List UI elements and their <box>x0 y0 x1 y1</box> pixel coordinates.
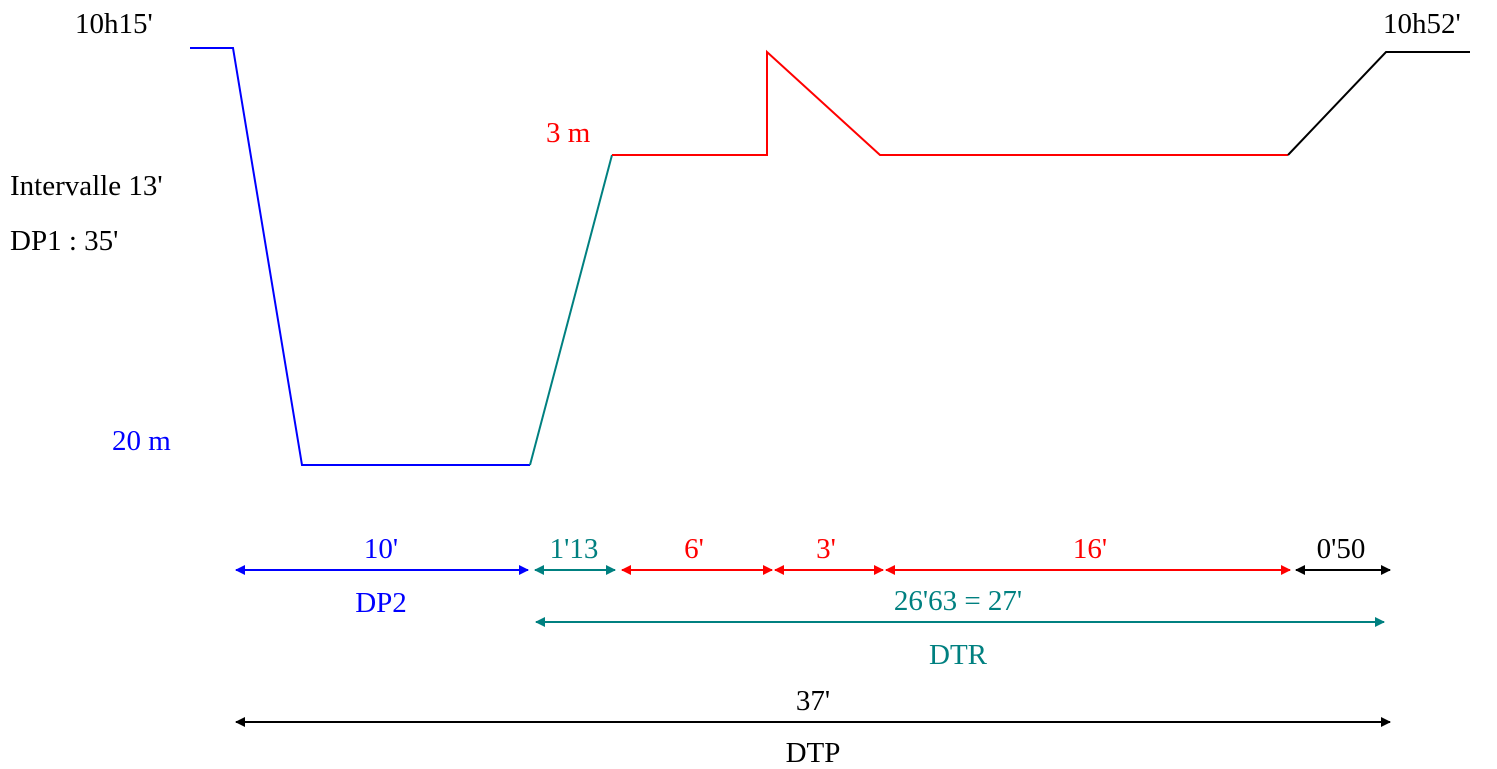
stop-depth-label: 3 m <box>546 117 591 149</box>
dtp-value-label: 37' <box>796 685 830 717</box>
end-time-label: 10h52' <box>1383 8 1461 40</box>
dtr-value-label: 26'63 = 27' <box>894 585 1022 617</box>
final-ascent-duration-label: 0'50 <box>1317 533 1366 565</box>
dp2-label: DP2 <box>355 587 407 619</box>
ascent-duration-label: 1'13 <box>550 533 599 565</box>
final-ascent-segment <box>1287 51 1470 156</box>
safety-stop-segment <box>612 49 1288 156</box>
ascent-segment <box>529 154 613 466</box>
start-time-label: 10h15' <box>75 8 153 40</box>
max-depth-label: 20 m <box>112 425 171 457</box>
stop-part3-duration-label: 16' <box>1073 533 1107 565</box>
dp1-label: DP1 : 35' <box>10 225 118 257</box>
stop-part2-duration-label: 3' <box>816 533 836 565</box>
stop-part1-duration-label: 6' <box>684 533 704 565</box>
interval-label: Intervalle 13' <box>10 170 163 202</box>
dtr-label: DTR <box>929 639 988 671</box>
bottom-duration-label: 10' <box>364 533 398 565</box>
dtp-label: DTP <box>786 737 841 769</box>
descent-and-bottom-segment <box>190 47 530 466</box>
